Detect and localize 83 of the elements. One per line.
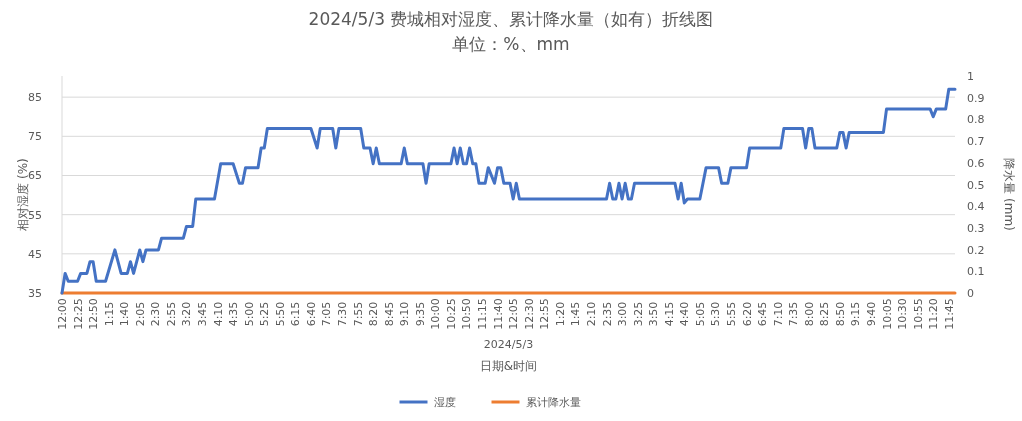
x-tick-label: 1:15 — [102, 301, 116, 327]
x-tick-label: 8:20 — [367, 301, 381, 327]
x-tick-label: 2:05 — [133, 301, 147, 327]
y2-axis-title: 降水量 (mm) — [1002, 158, 1016, 231]
x-tick-label: 8:00 — [802, 301, 816, 327]
x-tick-label: 3:20 — [180, 301, 194, 327]
y2-tick-label: 1 — [967, 70, 974, 83]
y-tick-label: 65 — [28, 169, 42, 183]
x-tick-label: 11:45 — [942, 298, 956, 330]
chart-subtitle: 单位：%、mm — [452, 34, 570, 54]
x-tick-label: 6:15 — [289, 301, 303, 327]
y2-tick-label: 0.8 — [967, 113, 985, 127]
x-tick-label: 5:25 — [258, 301, 272, 327]
x-tick-label: 8:25 — [818, 301, 832, 327]
x-axis-title: 日期&时间 — [479, 359, 538, 373]
x-tick-label: 11:40 — [491, 298, 505, 330]
x-tick-label: 10:05 — [880, 298, 894, 330]
x-tick-label: 10:00 — [429, 298, 443, 330]
x-tick-label: 7:30 — [336, 301, 350, 327]
y-tick-label: 45 — [28, 247, 42, 261]
x-tick-label: 5:00 — [242, 301, 256, 327]
y-tick-label: 85 — [28, 91, 42, 105]
y-tick-label: 55 — [28, 208, 42, 222]
x-tick-label: 5:50 — [273, 301, 287, 327]
x-tick-label: 9:10 — [398, 301, 412, 327]
x-tick-label: 12:55 — [538, 298, 552, 330]
x-tick-label: 6:45 — [756, 301, 770, 327]
legend-label: 累计降水量 — [525, 396, 581, 409]
x-tick-label: 12:30 — [522, 298, 536, 330]
x-tick-label: 12:25 — [71, 298, 85, 330]
y2-tick-label: 0.2 — [967, 243, 985, 257]
x-tick-label: 4:40 — [678, 301, 692, 327]
x-tick-label: 10:25 — [444, 298, 458, 330]
x-tick-label: 12:50 — [87, 298, 101, 330]
x-tick-label: 2:10 — [584, 301, 598, 327]
x-tick-label: 6:40 — [304, 301, 318, 327]
y-tick-label: 35 — [28, 287, 42, 300]
x-tick-label: 1:40 — [118, 301, 132, 327]
y2-tick-label: 0.6 — [967, 156, 985, 170]
legend-label: 湿度 — [433, 396, 456, 409]
x-tick-label: 3:00 — [616, 301, 630, 327]
y2-tick-label: 0.1 — [967, 265, 985, 279]
x-tick-label: 11:15 — [476, 298, 490, 330]
x-tick-label: 1:20 — [553, 301, 567, 327]
x-tick-label: 10:55 — [911, 298, 925, 330]
x-tick-label: 8:50 — [833, 301, 847, 327]
x-tick-label: 3:25 — [631, 301, 645, 327]
x-tick-label: 9:15 — [849, 301, 863, 327]
x-tick-label: 7:10 — [771, 301, 785, 327]
x-tick-label: 3:45 — [196, 301, 210, 327]
x-tick-label: 10:50 — [460, 298, 474, 330]
x-tick-label: 3:50 — [647, 301, 661, 327]
y2-tick-label: 0.3 — [967, 221, 985, 235]
x-tick-label: 7:55 — [351, 301, 365, 327]
x-tick-label: 2:55 — [164, 301, 178, 327]
x-tick-label: 6:20 — [740, 301, 754, 327]
y-tick-label: 75 — [28, 130, 42, 144]
x-tick-label: 9:40 — [864, 301, 878, 327]
x-tick-label: 4:10 — [211, 301, 225, 327]
x-tick-label: 9:35 — [413, 301, 427, 327]
y2-tick-label: 0.7 — [967, 135, 985, 149]
x-tick-label: 7:35 — [787, 301, 801, 327]
x-tick-label: 5:55 — [724, 301, 738, 327]
x-tick-label: 2:35 — [600, 301, 614, 327]
y-axis-title: 相对湿度 (%) — [16, 158, 30, 231]
x-tick-label: 5:05 — [693, 301, 707, 327]
x-tick-label: 12:00 — [56, 298, 69, 330]
x-tick-label: 12:05 — [507, 298, 521, 330]
x-tick-label: 2:30 — [149, 301, 163, 327]
x-tick-label: 5:30 — [709, 301, 723, 327]
x-tick-label: 7:05 — [320, 301, 334, 327]
x-tick-label: 4:35 — [227, 301, 241, 327]
y2-tick-label: 0.4 — [967, 200, 985, 214]
y2-tick-label: 0.9 — [967, 91, 985, 105]
x-tick-label: 4:15 — [662, 301, 676, 327]
x-tick-label: 11:20 — [927, 298, 941, 330]
chart-title: 2024/5/3 费城相对湿度、累计降水量（如有）折线图 — [308, 9, 714, 29]
y2-tick-label: 0.5 — [967, 178, 985, 192]
x-tick-label: 1:45 — [569, 301, 583, 327]
x-tick-label: 8:45 — [382, 301, 396, 327]
x-tick-label: 10:30 — [896, 298, 910, 330]
text: 2024/5/3 — [483, 338, 534, 351]
y2-tick-label: 0 — [967, 287, 974, 300]
